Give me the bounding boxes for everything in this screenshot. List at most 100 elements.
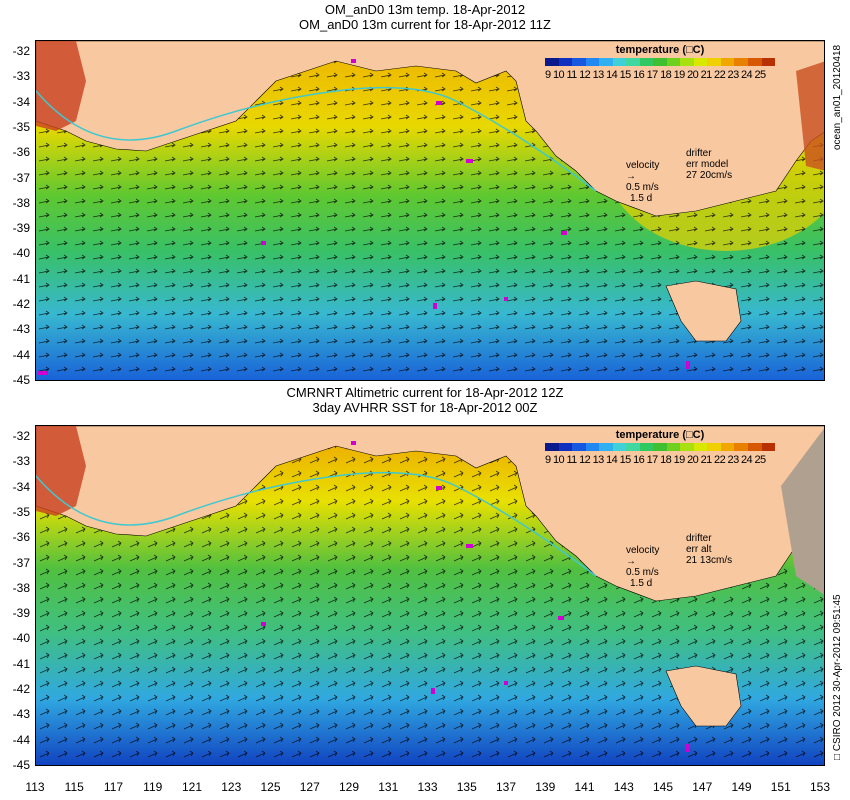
colorbar-ticks: 9 10 11 12 13 14 15 16 17 18 19 20 21 22… (545, 454, 766, 466)
colorbar-swatch (734, 58, 748, 66)
colorbar-swatch (666, 58, 681, 66)
longitude-label: 143 (613, 780, 634, 794)
isobath-line (36, 86, 597, 192)
colorbar-swatch (612, 58, 627, 66)
australia-mainland (36, 41, 824, 217)
legend-title: temperature (□C) (615, 429, 705, 441)
latitude-label: -38 (12, 580, 30, 595)
longitude-label: 137 (495, 780, 517, 794)
latitude-label: -43 (12, 707, 30, 722)
colorbar-swatch (612, 443, 627, 451)
bottom-title-line1: CMRNRT Altimetric current for 18-Apr-201… (286, 385, 564, 400)
tasmania (665, 280, 742, 342)
longitude-label: 125 (260, 780, 281, 794)
latitude-label: -39 (12, 221, 30, 236)
colorbar-swatch (680, 58, 694, 66)
colorbar-swatch (572, 443, 586, 451)
latitude-label: -35 (12, 504, 30, 519)
latitude-label: -34 (12, 94, 30, 109)
longitude-label: 147 (692, 780, 713, 794)
colorbar-swatch (747, 443, 762, 451)
bottom-drifter-key: drifter err alt 21 13cm/s (686, 533, 733, 566)
colorbar-swatch (599, 58, 613, 66)
velocity-arrow: → (626, 171, 636, 182)
colorbar-swatch (761, 58, 776, 66)
colorbar-swatch (720, 58, 735, 66)
longitude-label: 153 (809, 780, 831, 794)
land-heat-east (796, 61, 824, 171)
bottom-side-label: □ CSIRO 2012 30-Apr-2012 09:51:45 (832, 594, 843, 760)
colorbar (545, 58, 776, 66)
colorbar-swatch (734, 443, 748, 451)
colorbar-swatch (653, 443, 667, 451)
latitude-label: -38 (12, 195, 30, 210)
tasmania (665, 665, 742, 727)
latitude-label: -43 (12, 322, 30, 337)
longitude-label: 145 (652, 780, 674, 794)
longitude-label: 135 (456, 780, 477, 794)
colorbar-swatch (585, 443, 600, 451)
colorbar-swatch (666, 443, 681, 451)
colorbar-swatch (639, 443, 654, 451)
latitude-label: -44 (12, 347, 30, 362)
colorbar-swatch (639, 58, 654, 66)
latitude-label: -44 (12, 732, 30, 747)
colorbar-swatch (747, 58, 762, 66)
colorbar-swatch (707, 58, 721, 66)
latitude-label: -34 (12, 479, 30, 494)
colorbar (545, 443, 776, 451)
latitude-label: -42 (12, 682, 30, 697)
land-heat-west (36, 41, 86, 131)
latitude-label: -37 (12, 555, 30, 570)
longitude-label: 119 (143, 780, 163, 794)
colorbar-swatch (761, 443, 776, 451)
drifter-markers (261, 441, 690, 752)
latitude-label: -40 (12, 631, 30, 646)
longitude-label: 113 (25, 780, 45, 794)
longitude-label: 123 (221, 780, 242, 794)
cloud-mask-east (781, 428, 824, 595)
latitude-label: -45 (12, 373, 30, 387)
longitude-label: 131 (378, 780, 399, 794)
top-colorbar-legend: temperature (□C) 9 10 11 12 13 14 15 16 … (545, 44, 776, 81)
bottom-map-svg (36, 426, 824, 765)
latitude-label: -45 (12, 758, 30, 772)
latitude-label: -41 (12, 656, 30, 671)
colorbar-swatch (693, 58, 708, 66)
longitude-label: 121 (181, 780, 203, 794)
colorbar-swatch (585, 58, 600, 66)
colorbar-swatch (545, 58, 559, 66)
land-heat-west (36, 426, 86, 516)
velocity-arrow: → (626, 556, 636, 567)
bottom-map-panel (35, 425, 825, 766)
longitude-label: 133 (417, 780, 438, 794)
latitude-label: -42 (12, 297, 30, 312)
top-velocity-key: velocity → 0.5 m/s 1.5 d (626, 160, 660, 204)
colorbar-swatch (545, 443, 559, 451)
longitude-label: 117 (103, 780, 124, 794)
longitude-label: 151 (770, 780, 791, 794)
latitude-label: -36 (12, 145, 30, 160)
colorbar-swatch (599, 443, 613, 451)
longitude-label: 127 (299, 780, 320, 794)
bottom-colorbar-legend: temperature (□C) 9 10 11 12 13 14 15 16 … (545, 429, 776, 466)
bottom-title-line2: 3day AVHRR SST for 18-Apr-2012 00Z (312, 400, 538, 415)
latitude-label: -37 (12, 170, 30, 185)
colorbar-swatch (572, 58, 586, 66)
longitude-label: 115 (64, 780, 84, 794)
colorbar-swatch (707, 443, 721, 451)
longitude-label: 139 (535, 780, 556, 794)
colorbar-swatch (558, 58, 573, 66)
latitude-label: -41 (12, 271, 30, 286)
bottom-velocity-key: velocity → 0.5 m/s 1.5 d (626, 545, 660, 589)
top-map-svg (36, 41, 824, 380)
top-side-label: ocean_an01_20120418 (832, 44, 843, 150)
top-drifter-key: drifter err model 27 20cm/s (686, 148, 733, 181)
longitude-label: 141 (574, 780, 595, 794)
top-title-line2: OM_anD0 13m current for 18-Apr-2012 11Z (299, 17, 551, 32)
latitude-label: -33 (12, 454, 30, 469)
latitude-label: -33 (12, 69, 30, 84)
latitude-label: -40 (12, 246, 30, 261)
latitude-label: -32 (12, 429, 30, 443)
colorbar-swatch (680, 443, 694, 451)
